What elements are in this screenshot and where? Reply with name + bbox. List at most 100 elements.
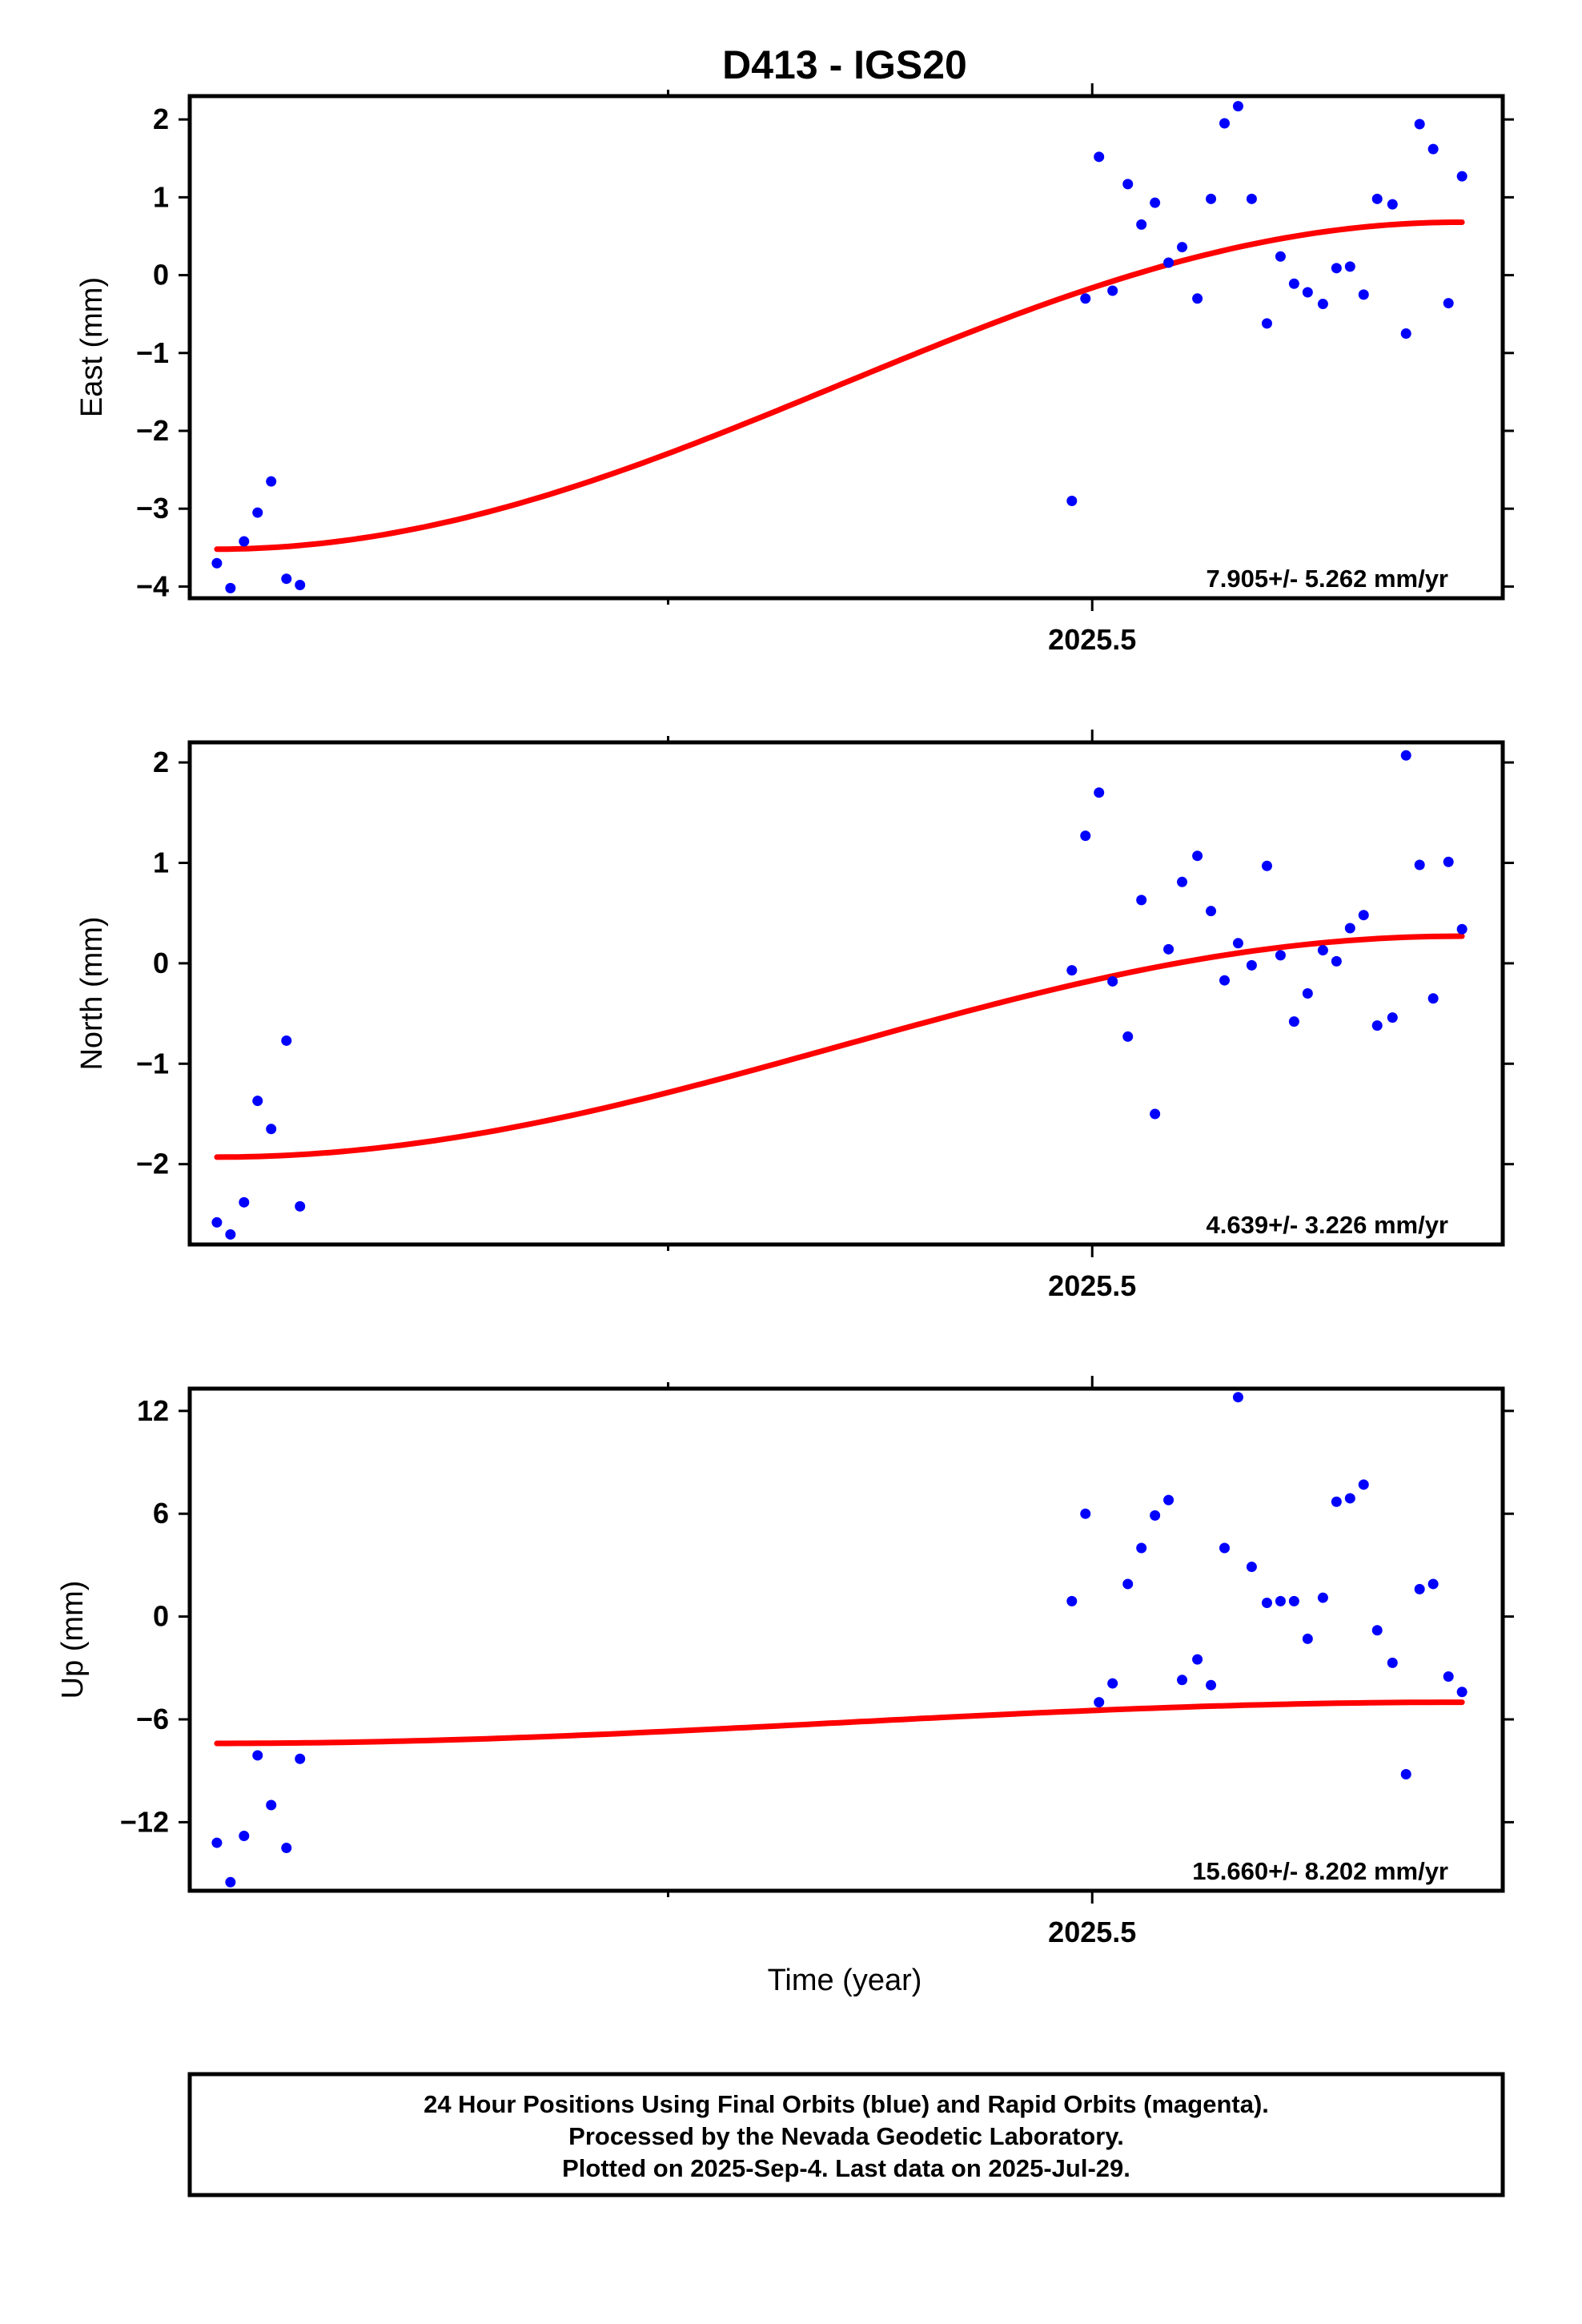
data-point — [1066, 495, 1078, 506]
data-point — [1443, 298, 1454, 309]
panel-up: −12 −6 0 6 12 2025.5 15.660+/- 8.202 mm/yr Up (… — [56, 1376, 1514, 1948]
data-point — [1136, 219, 1147, 230]
data-point — [1192, 850, 1203, 862]
x-tick-label: 2025.5 — [1048, 623, 1136, 656]
data-point — [1136, 1542, 1147, 1554]
data-point — [1232, 101, 1243, 112]
data-point — [1414, 119, 1425, 130]
trend-fit-line — [214, 1699, 1465, 1747]
data-point — [225, 1228, 236, 1240]
data-point — [266, 476, 277, 487]
data-point — [211, 557, 223, 569]
data-point — [1066, 965, 1078, 976]
data-point — [1177, 242, 1188, 253]
data-point — [1414, 1583, 1425, 1594]
trend-fit-line — [214, 219, 1465, 553]
data-point — [1080, 1508, 1091, 1519]
data-point — [1261, 318, 1272, 329]
y-tick-label: −1 — [136, 1047, 169, 1080]
data-point — [1080, 293, 1091, 304]
data-point — [1219, 118, 1231, 129]
data-point — [1206, 906, 1217, 917]
data-point — [1400, 1768, 1411, 1779]
data-point — [1246, 1562, 1257, 1573]
data-point — [239, 536, 250, 547]
rate-label: 7.905+/- 5.262 mm/yr — [1207, 565, 1448, 593]
data-point — [281, 573, 292, 585]
data-point — [1150, 1108, 1161, 1120]
data-point — [1219, 1542, 1231, 1554]
data-point — [1192, 293, 1203, 304]
y-axis-label: East (mm) — [75, 277, 109, 417]
y-tick-label: 0 — [153, 259, 169, 292]
data-point — [1331, 955, 1342, 967]
data-point — [1371, 1625, 1383, 1636]
data-point — [1261, 860, 1272, 871]
data-point — [295, 579, 306, 590]
data-point — [239, 1831, 250, 1842]
data-point — [266, 1799, 277, 1811]
y-tick-label: 0 — [153, 947, 169, 979]
data-point — [266, 1124, 277, 1135]
data-point — [1206, 1679, 1217, 1691]
data-point — [1371, 193, 1383, 204]
data-point — [1246, 959, 1257, 971]
data-point — [1163, 1494, 1174, 1506]
data-point — [1232, 1392, 1243, 1403]
data-point — [1122, 1031, 1134, 1042]
data-point — [1427, 993, 1439, 1004]
data-point — [1400, 750, 1411, 761]
footer-box: 24 Hour Positions Using Final Orbits (bl… — [187, 2072, 1505, 2197]
y-tick-label: −1 — [136, 336, 169, 369]
data-point — [1358, 1479, 1369, 1490]
y-tick-label: 1 — [153, 180, 169, 213]
data-point — [1288, 278, 1299, 289]
footer-line-dates: Plotted on 2025-Sep-4. Last data on 2025… — [562, 2154, 1130, 2182]
data-point — [1358, 910, 1369, 921]
x-axis-label: Time (year) — [768, 1964, 922, 1997]
data-point — [1317, 299, 1328, 310]
data-point — [1107, 1678, 1118, 1689]
data-point — [1302, 287, 1313, 298]
y-tick-label: 0 — [153, 1600, 169, 1633]
data-point — [1456, 923, 1468, 935]
data-point — [1456, 1687, 1468, 1698]
data-point — [281, 1035, 292, 1046]
data-point — [211, 1216, 223, 1228]
data-point — [1107, 975, 1118, 987]
data-point — [1414, 859, 1425, 870]
data-point — [1094, 151, 1105, 163]
data-point — [1344, 923, 1355, 934]
data-point — [1288, 1016, 1299, 1027]
data-point — [1275, 1595, 1286, 1606]
data-point — [1387, 1012, 1398, 1023]
data-point — [1275, 950, 1286, 961]
data-point — [1177, 1675, 1188, 1686]
plot-area — [211, 750, 1468, 1240]
data-point — [225, 1876, 236, 1888]
y-tick-label: 2 — [153, 746, 169, 778]
data-point — [1219, 975, 1231, 986]
data-point — [1371, 1020, 1383, 1031]
data-point — [1080, 830, 1091, 842]
data-point — [1150, 1510, 1161, 1521]
data-point — [1317, 1592, 1328, 1603]
data-point — [1387, 1657, 1398, 1668]
data-point — [1094, 1697, 1105, 1708]
data-point — [1302, 1633, 1313, 1644]
y-tick-label: 6 — [153, 1497, 169, 1530]
data-point — [1122, 179, 1134, 190]
y-tick-label: 12 — [137, 1394, 169, 1427]
data-point — [1122, 1578, 1134, 1590]
data-point — [1094, 787, 1105, 798]
data-point — [252, 1096, 263, 1107]
data-point — [1150, 197, 1161, 208]
data-point — [1344, 1493, 1355, 1504]
data-point — [1163, 257, 1174, 268]
x-tick-label: 2025.5 — [1048, 1916, 1136, 1948]
data-point — [1427, 143, 1439, 155]
data-point — [1163, 943, 1174, 955]
footer-line-processor: Processed by the Nevada Geodetic Laborat… — [568, 2122, 1124, 2150]
